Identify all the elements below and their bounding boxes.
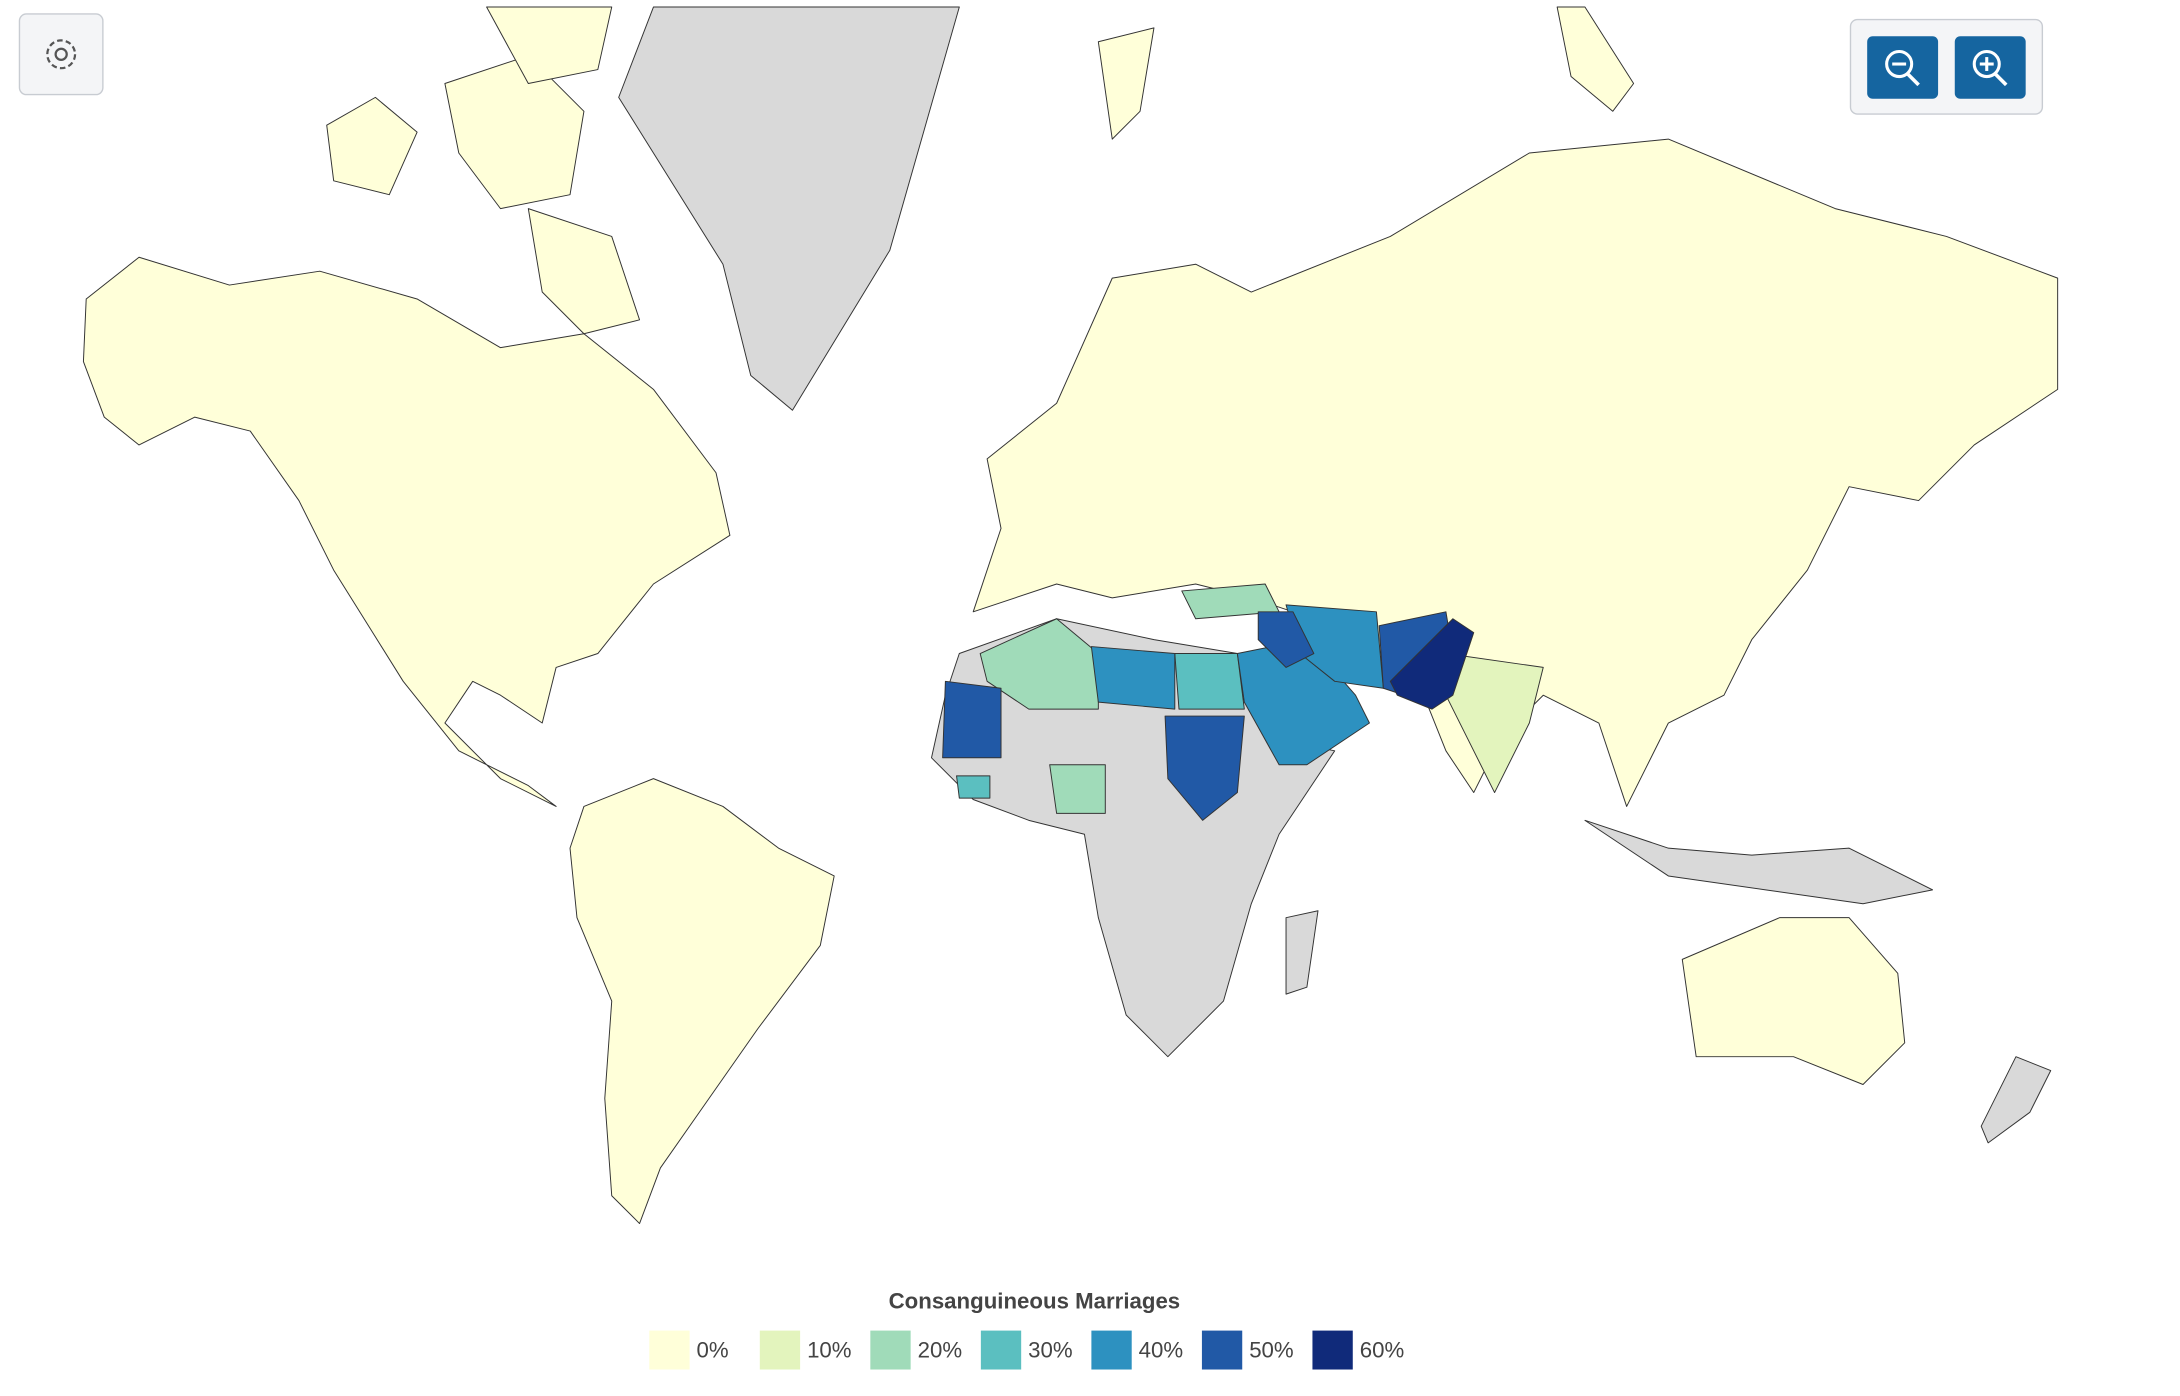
settings-button-frame[interactable] — [18, 13, 104, 96]
zoom-controls — [1849, 18, 2044, 115]
legend-label: 0% — [697, 1337, 729, 1362]
country — [1090, 646, 1176, 710]
country — [569, 778, 835, 1225]
zoom-out-icon-handle — [1906, 72, 1920, 87]
country — [1681, 917, 1906, 1085]
zoom-out-button[interactable] — [1867, 36, 1939, 99]
gear-icon — [46, 39, 77, 70]
country — [486, 6, 613, 84]
country — [942, 680, 1002, 759]
legend-swatch — [980, 1330, 1022, 1370]
legend-label: 20% — [918, 1337, 963, 1362]
country — [1049, 764, 1106, 814]
country — [82, 256, 731, 807]
zoom-in-icon — [1972, 49, 2001, 79]
country — [326, 96, 418, 196]
legend-label: 60% — [1360, 1337, 1405, 1362]
country — [1389, 618, 1475, 710]
country — [1257, 611, 1315, 668]
country — [1584, 819, 1934, 905]
map-layer — [82, 6, 2059, 1225]
country — [1285, 910, 1319, 995]
country — [956, 775, 991, 799]
legend-swatch — [1312, 1330, 1353, 1370]
country — [1980, 1056, 2052, 1144]
country — [527, 208, 641, 335]
zoom-in-icon-handle — [1993, 72, 2008, 87]
country — [1164, 715, 1245, 821]
country — [618, 6, 960, 411]
country — [1174, 653, 1245, 710]
gear-icon-hub — [54, 47, 68, 61]
legend-swatch — [1091, 1330, 1132, 1370]
legend-swatch — [759, 1330, 801, 1370]
settings-button[interactable] — [18, 13, 104, 96]
legend-label: 40% — [1139, 1337, 1184, 1362]
legend-swatch — [870, 1330, 911, 1370]
legend: 0% 10% 20% 30% 40% 50% 60% — [649, 1330, 1405, 1370]
country — [444, 55, 585, 210]
legend-title: Consanguineous Marriages — [889, 1289, 1181, 1314]
legend-label: 30% — [1028, 1337, 1073, 1362]
legend-label: 50% — [1249, 1337, 1294, 1362]
country — [1556, 6, 1635, 112]
legend-swatch — [1201, 1330, 1243, 1370]
zoom-in-button[interactable] — [1954, 36, 2026, 99]
legend-label: 10% — [807, 1337, 852, 1362]
zoom-out-frame[interactable] — [1867, 36, 1939, 99]
zoom-out-icon — [1885, 49, 1914, 79]
country — [979, 618, 1099, 710]
legend-swatch — [649, 1330, 690, 1370]
zoom-in-frame[interactable] — [1954, 36, 2026, 99]
country — [1097, 27, 1155, 140]
